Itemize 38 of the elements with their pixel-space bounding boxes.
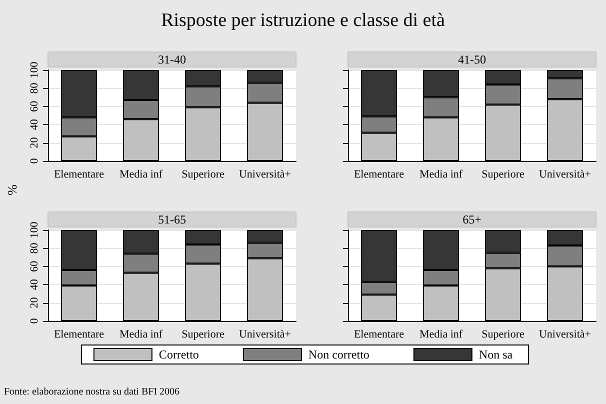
x-tick-label: Media inf — [119, 168, 163, 180]
source-note: Fonte: elaborazione nostra su dati BFI 2006 — [4, 386, 180, 398]
y-tick-label: 40 — [28, 278, 40, 290]
legend-label: Corretto — [158, 348, 199, 362]
y-tick-label: 100 — [28, 221, 40, 238]
x-tick-label: Università+ — [238, 328, 292, 340]
y-axis-title: % — [4, 184, 20, 196]
x-tick-label: Elementare — [54, 168, 104, 180]
x-tick-label: Elementare — [54, 328, 104, 340]
y-tick-label: 0 — [28, 318, 40, 324]
x-tick-label: Università+ — [538, 168, 592, 180]
x-tick-label: Superiore — [182, 168, 224, 180]
y-tick-label: 20 — [28, 136, 40, 148]
x-tick-label: Media inf — [419, 328, 463, 340]
x-tick-label: Media inf — [419, 168, 463, 180]
y-tick-label: 0 — [28, 158, 40, 164]
y-tick-label: 60 — [28, 260, 40, 272]
x-tick-label: Elementare — [354, 328, 404, 340]
y-tick-label: 80 — [28, 82, 40, 94]
chart-title: Risposte per istruzione e classe di età — [161, 10, 446, 31]
chart-subtitle: 31-40 — [158, 52, 186, 66]
x-tick-label: Superiore — [482, 328, 524, 340]
chart-subtitle: 65+ — [462, 212, 482, 226]
x-tick-label: Università+ — [238, 168, 292, 180]
x-tick-label: Elementare — [354, 168, 404, 180]
y-tick-label: 80 — [28, 242, 40, 254]
x-tick-label: Università+ — [538, 328, 592, 340]
y-tick-label: 20 — [28, 296, 40, 308]
x-tick-label: Media inf — [119, 328, 163, 340]
chart-subtitle: 41-50 — [458, 52, 486, 66]
y-tick-label: 60 — [28, 100, 40, 112]
y-tick-label: 40 — [28, 118, 40, 130]
x-tick-label: Superiore — [182, 328, 224, 340]
legend-label: Non sa — [478, 348, 514, 362]
legend-label: Non corretto — [308, 348, 370, 362]
x-tick-label: Superiore — [482, 168, 524, 180]
y-tick-label: 100 — [28, 61, 40, 78]
chart-subtitle: 51-65 — [158, 212, 186, 226]
